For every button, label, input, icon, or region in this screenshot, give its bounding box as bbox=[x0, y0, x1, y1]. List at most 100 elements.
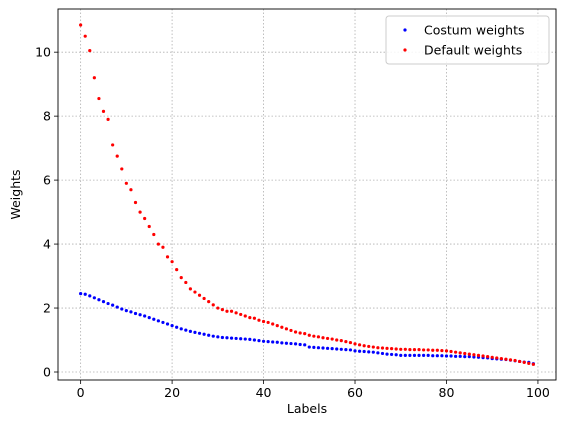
data-point bbox=[170, 260, 174, 264]
data-point bbox=[495, 356, 499, 360]
series-0 bbox=[79, 292, 535, 366]
y-tick-label: 6 bbox=[43, 173, 51, 188]
data-point bbox=[463, 351, 467, 356]
data-point bbox=[522, 360, 526, 365]
data-point bbox=[197, 331, 202, 335]
data-point bbox=[531, 362, 535, 366]
data-point bbox=[403, 353, 407, 357]
data-point bbox=[88, 294, 92, 298]
x-tick-label: 0 bbox=[77, 385, 85, 400]
data-point bbox=[147, 224, 151, 229]
data-point bbox=[325, 346, 330, 350]
data-point bbox=[458, 354, 462, 358]
data-point bbox=[426, 348, 430, 352]
data-point bbox=[344, 348, 348, 352]
data-point bbox=[490, 355, 494, 359]
data-point bbox=[412, 353, 417, 357]
data-point bbox=[170, 324, 174, 328]
data-point bbox=[385, 346, 389, 350]
data-point bbox=[115, 154, 119, 158]
data-point bbox=[426, 353, 430, 357]
data-point bbox=[97, 96, 101, 101]
data-point bbox=[518, 359, 522, 364]
data-point bbox=[79, 23, 83, 27]
data-point bbox=[197, 293, 202, 297]
data-point bbox=[252, 338, 257, 342]
data-point bbox=[106, 301, 110, 306]
data-point bbox=[165, 255, 170, 259]
data-point bbox=[280, 325, 284, 329]
data-point bbox=[431, 348, 435, 352]
data-point bbox=[179, 276, 183, 280]
y-axis-label: Weights bbox=[8, 169, 23, 219]
series-1 bbox=[79, 23, 535, 366]
data-point bbox=[147, 316, 151, 320]
data-point bbox=[435, 348, 439, 352]
data-point bbox=[321, 336, 325, 340]
legend-label-costum-weights: Costum weights bbox=[424, 23, 525, 38]
data-point bbox=[106, 117, 110, 121]
data-point bbox=[115, 305, 119, 309]
data-point bbox=[79, 292, 83, 296]
data-point bbox=[385, 352, 389, 356]
data-point bbox=[129, 310, 133, 314]
data-point bbox=[101, 300, 106, 304]
data-point bbox=[152, 232, 156, 237]
data-point bbox=[293, 342, 298, 346]
data-point bbox=[111, 303, 115, 307]
data-point bbox=[298, 342, 302, 347]
data-point bbox=[138, 313, 142, 317]
data-point bbox=[339, 347, 343, 351]
data-point bbox=[422, 348, 426, 352]
data-point bbox=[408, 353, 412, 357]
data-point bbox=[399, 347, 403, 351]
data-point bbox=[330, 337, 334, 341]
data-point bbox=[211, 334, 215, 338]
data-point bbox=[133, 311, 138, 316]
data-point bbox=[188, 329, 192, 333]
data-point bbox=[225, 309, 229, 313]
data-point bbox=[207, 333, 211, 337]
data-point bbox=[412, 348, 417, 352]
legend-label-default-weights: Default weights bbox=[424, 43, 522, 58]
data-point bbox=[161, 320, 165, 325]
data-point bbox=[371, 350, 375, 354]
data-point bbox=[408, 348, 412, 352]
data-point bbox=[202, 332, 206, 336]
data-point bbox=[316, 335, 321, 339]
data-point bbox=[527, 361, 531, 365]
data-point bbox=[193, 290, 197, 294]
data-point bbox=[179, 327, 183, 331]
data-point bbox=[458, 351, 462, 355]
data-point bbox=[252, 316, 257, 320]
data-point bbox=[440, 348, 444, 353]
data-point bbox=[390, 347, 394, 351]
data-point bbox=[472, 355, 476, 359]
x-tick-label: 60 bbox=[347, 385, 363, 400]
data-point bbox=[344, 340, 348, 344]
data-point bbox=[124, 181, 128, 185]
data-point bbox=[188, 287, 192, 291]
data-point bbox=[257, 318, 261, 322]
data-point bbox=[339, 339, 343, 343]
data-point bbox=[303, 332, 307, 336]
y-tick-label: 4 bbox=[43, 237, 51, 252]
data-point bbox=[399, 353, 403, 357]
data-point bbox=[330, 347, 334, 351]
data-point bbox=[289, 328, 293, 333]
data-point bbox=[449, 354, 453, 358]
data-point bbox=[357, 343, 362, 347]
x-tick-label: 20 bbox=[164, 385, 180, 400]
grid bbox=[58, 9, 556, 380]
data-point bbox=[481, 354, 485, 358]
plot-frame bbox=[57, 8, 557, 381]
data-point bbox=[444, 349, 449, 353]
data-point bbox=[243, 314, 247, 318]
data-point bbox=[417, 348, 421, 352]
data-point bbox=[83, 34, 87, 38]
data-point bbox=[120, 167, 124, 171]
data-point bbox=[92, 76, 96, 80]
data-point bbox=[454, 354, 458, 358]
